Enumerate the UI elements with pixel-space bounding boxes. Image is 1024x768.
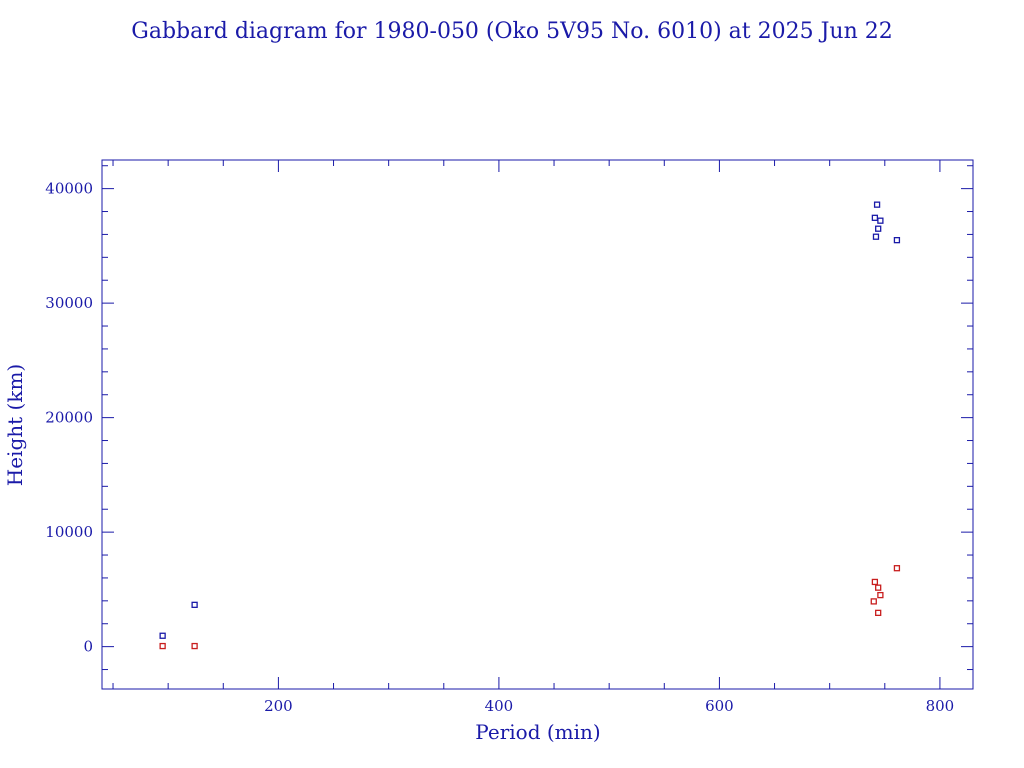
data-point <box>873 201 881 208</box>
x-tick-label: 200 <box>264 697 293 715</box>
data-point <box>870 598 877 605</box>
plot-frame <box>101 159 974 690</box>
y-tick-label: 0 <box>83 638 93 656</box>
data-point <box>877 217 884 224</box>
y-tick-label: 20000 <box>45 409 93 427</box>
data-point <box>191 642 198 650</box>
x-tick-label: 800 <box>926 697 955 715</box>
data-point <box>893 237 901 244</box>
data-point <box>875 225 882 232</box>
axis-ticks <box>102 160 973 689</box>
data-point <box>159 642 166 650</box>
data-point <box>871 578 879 586</box>
x-tick-label: 400 <box>485 697 514 715</box>
y-tick-label: 30000 <box>45 294 93 312</box>
data-point <box>875 584 882 591</box>
data-point <box>877 591 884 599</box>
data-point <box>893 565 901 572</box>
data-points <box>159 201 901 650</box>
x-tick-label: 600 <box>705 697 734 715</box>
tick-labels: 200 400 600 800 0 10000 20000 30000 40000 <box>45 180 954 715</box>
y-tick-label: 40000 <box>45 180 93 198</box>
y-tick-label: 10000 <box>45 523 93 541</box>
data-point <box>871 214 879 221</box>
data-point <box>191 601 198 608</box>
y-axis-label: Height (km) <box>3 364 27 486</box>
data-point <box>159 632 166 639</box>
data-point <box>875 609 882 617</box>
data-point <box>872 233 880 240</box>
x-axis-label: Period (min) <box>475 720 600 744</box>
chart-title: Gabbard diagram for 1980-050 (Oko 5V95 N… <box>131 19 892 44</box>
